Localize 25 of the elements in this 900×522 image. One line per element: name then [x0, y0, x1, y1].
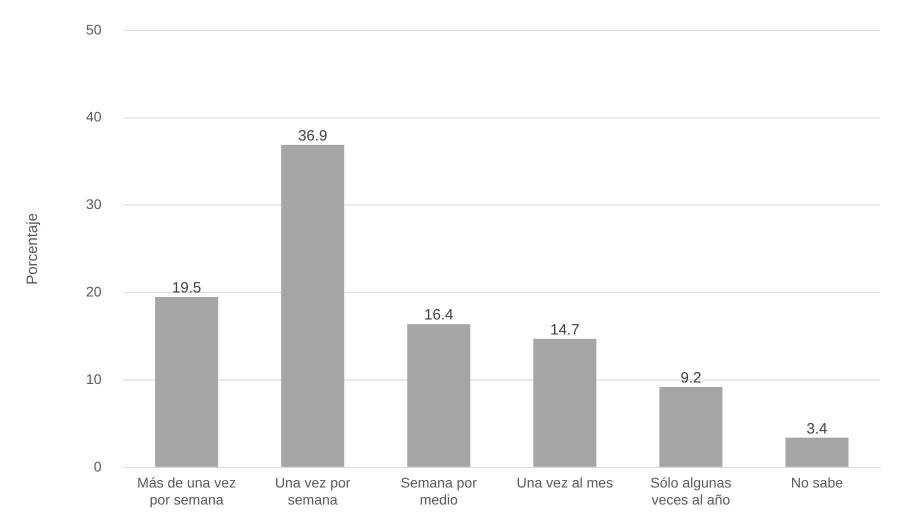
x-tick-label: Una vez por semana: [274, 474, 351, 508]
y-axis-title: Porcentaje: [24, 213, 42, 285]
bar: [407, 324, 470, 467]
x-tick-label: Sólo algunas veces al año: [650, 474, 732, 508]
y-tick-label: 0: [94, 458, 102, 474]
x-tick-label: Semana por medio: [400, 474, 478, 508]
bar: [533, 338, 596, 467]
x-tick-label: Una vez al mes: [516, 474, 614, 491]
y-tick-label: 40: [86, 108, 102, 125]
data-label: 14.7: [550, 322, 580, 339]
x-tick-label: No sabe: [790, 474, 844, 491]
bar: [785, 438, 848, 467]
y-tick-label: 10: [86, 370, 102, 387]
x-tick-label: Más de una vez por semana: [137, 474, 236, 508]
bar: [281, 144, 344, 467]
bar: [659, 386, 722, 467]
data-label: 19.5: [172, 280, 202, 297]
y-tick-label: 20: [86, 283, 102, 300]
y-tick-label: 50: [86, 21, 102, 38]
bar: [155, 296, 218, 467]
data-label: 16.4: [424, 306, 454, 324]
y-tick-label: 30: [86, 196, 102, 212]
data-label: 9.2: [680, 370, 702, 387]
data-label: 3.4: [806, 420, 828, 438]
data-label: 36.9: [298, 128, 328, 145]
